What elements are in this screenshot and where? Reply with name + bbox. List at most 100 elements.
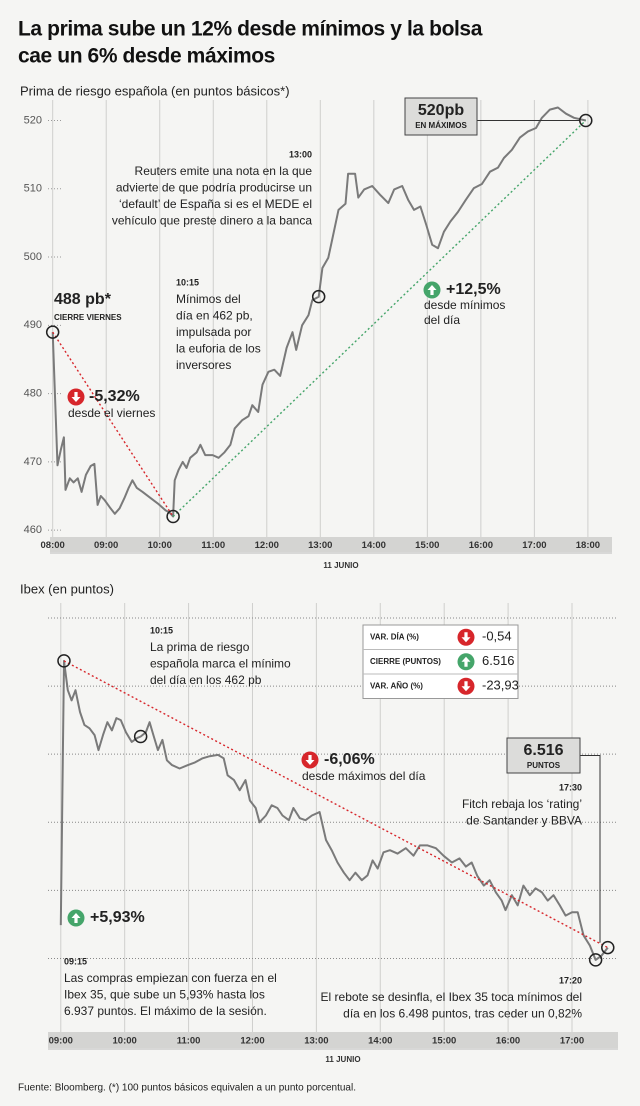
annotation-line: desde mínimos (424, 298, 505, 312)
x-axis-title: 11 JUNIO (323, 561, 358, 570)
table-label: VAR. AÑO (%) (370, 681, 423, 690)
y-tick-label: 470 (24, 456, 42, 468)
x-tick-label: 16:00 (496, 1036, 520, 1047)
summary-table (362, 624, 519, 699)
x-tick-label: 12:00 (255, 540, 279, 551)
box-sublabel: PUNTOS (527, 761, 561, 770)
value-box (404, 97, 478, 136)
annotation-label: 488 pb* (54, 291, 112, 308)
x-tick-label: 09:00 (94, 540, 118, 551)
arrow-glyph (461, 681, 471, 692)
x-tick-label: 14:00 (368, 1036, 392, 1047)
axis-title: Prima de riesgo española (en puntos bási… (20, 83, 290, 98)
x-tick-label: 09:00 (49, 1036, 73, 1047)
axis-band (48, 1032, 618, 1048)
annotation-time: 17:20 (559, 975, 582, 985)
annotation-time: 13:00 (289, 149, 312, 159)
annotation-line: inversores (176, 358, 231, 372)
annotation-label: +5,93% (90, 909, 145, 926)
table-label: VAR. DÍA (%) (370, 632, 419, 641)
arrow-glyph (461, 656, 471, 667)
x-tick-label: 12:00 (240, 1036, 264, 1047)
data-line (51, 106, 587, 518)
trend-line (52, 331, 174, 517)
x-tick-label: 15:00 (415, 540, 439, 551)
x-tick-label: 18:00 (576, 540, 600, 551)
axis-band (50, 537, 612, 552)
x-axis-title: 11 JUNIO (325, 1055, 360, 1064)
x-tick-label: 10:00 (148, 540, 172, 551)
key-point (579, 113, 593, 128)
x-tick-label: 10:00 (113, 1036, 137, 1047)
axis-title: Ibex (en puntos) (20, 581, 114, 596)
annotation-line: 6.937 puntos. El máximo de la sesión. (64, 1004, 267, 1018)
table-value: -23,93 (482, 678, 519, 693)
annotation-line: impulsada por (176, 325, 251, 339)
key-point (601, 940, 615, 955)
y-tick-label: 510 (24, 183, 42, 195)
annotation-line: del día (424, 313, 460, 327)
x-tick-label: 13:00 (308, 540, 332, 551)
arrow-glyph (305, 755, 315, 765)
data-line (59, 659, 609, 961)
value-box (506, 737, 581, 774)
annotation-line: desde máximos del día (302, 769, 426, 783)
x-tick-label: 08:00 (41, 540, 65, 551)
key-point (45, 325, 60, 339)
box-label: 520pb (418, 102, 464, 119)
annotation-line: Las compras empiezan con fuerza en el (64, 971, 277, 985)
callout-line (580, 755, 601, 943)
trend-line (63, 660, 609, 949)
annotation-line: La prima de riesgo (150, 640, 250, 654)
annotation-line: de Santander y BBVA (466, 814, 582, 828)
key-point (311, 289, 326, 304)
arrow-glyph (461, 632, 471, 643)
arrow-glyph (71, 913, 81, 923)
x-tick-label: 11:00 (201, 540, 225, 551)
annotation-line: Ibex 35, que sube un 5,93% hasta los (64, 988, 265, 1002)
box-sublabel: EN MÁXIMOS (415, 121, 467, 130)
annotation-line: El rebote se desinfla, el Ibex 35 toca m… (321, 990, 582, 1004)
y-tick-label: 520 (24, 114, 42, 126)
arrow-glyph (427, 285, 437, 295)
annotation-label: +12,5% (446, 281, 501, 298)
annotation-time: 10:15 (176, 277, 199, 287)
x-tick-label: 13:00 (304, 1036, 328, 1047)
annotation-time: 10:15 (150, 625, 173, 635)
annotation-line: vehículo que preste dinero a la banca (112, 214, 312, 228)
y-tick-label: 500 (24, 251, 42, 263)
title-line: cae un 6% desde máximos (18, 45, 275, 68)
annotation-line: la euforia de los (176, 342, 261, 356)
x-tick-label: 17:00 (522, 540, 546, 551)
trend-line (172, 119, 587, 518)
annotation-line: Mínimos del (176, 292, 241, 306)
title-line: La prima sube un 12% desde mínimos y la … (18, 18, 483, 41)
annotation-label: -5,32% (89, 388, 140, 405)
annotation-sublabel: CIERRE VIERNES (54, 313, 122, 322)
annotation-line: día en los 6.498 puntos, tras ceder un 0… (343, 1007, 582, 1021)
x-tick-label: 14:00 (362, 540, 386, 551)
annotation-line: Reuters emite una nota en la que (135, 164, 313, 178)
y-tick-label: 460 (24, 524, 42, 536)
key-point (166, 509, 180, 524)
key-point (133, 729, 148, 744)
annotation-line: ‘default’ de España si es el MEDE el (119, 197, 312, 211)
key-point (588, 953, 603, 967)
x-tick-label: 11:00 (177, 1036, 201, 1047)
table-value: 6.516 (482, 653, 515, 668)
table-label: CIERRE (PUNTOS) (370, 657, 441, 666)
annotation-line: día en 462 pb, (176, 309, 253, 323)
y-tick-label: 480 (24, 388, 42, 400)
table-value: -0,54 (482, 629, 512, 644)
annotation-time: 17:30 (559, 782, 582, 792)
y-tick-label: 490 (24, 319, 42, 331)
annotation-time: 09:15 (64, 956, 87, 966)
x-tick-label: 16:00 (469, 540, 493, 551)
key-point (57, 654, 71, 668)
annotation-line: del día en los 462 pb (150, 673, 262, 687)
x-tick-label: 15:00 (432, 1036, 456, 1047)
x-tick-label: 17:00 (560, 1036, 584, 1047)
annotation-line: advierte de que podría producirse un (116, 181, 312, 195)
annotation-label: -6,06% (324, 751, 375, 768)
